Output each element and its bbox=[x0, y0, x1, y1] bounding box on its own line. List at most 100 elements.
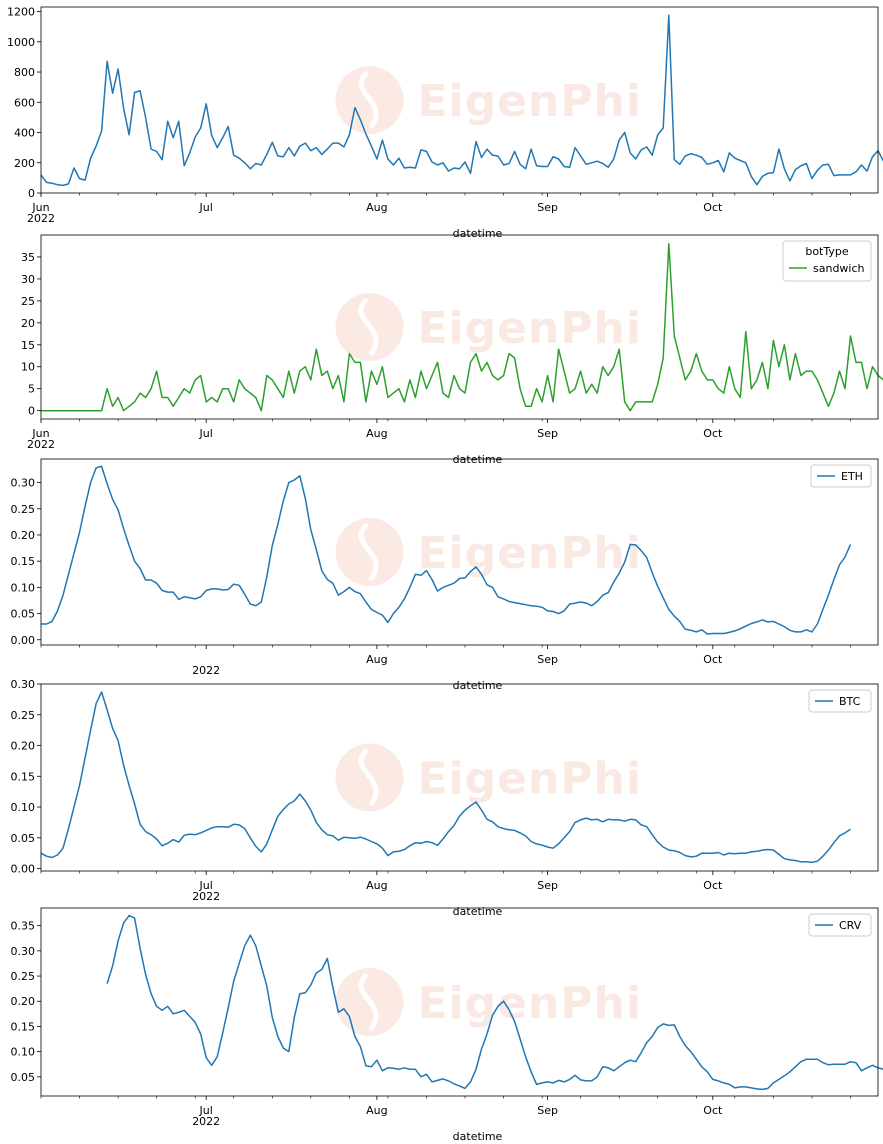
plot-frame bbox=[40, 6, 879, 194]
x-axis-minor-ticks bbox=[40, 871, 851, 874]
series-line-btc bbox=[40, 691, 851, 864]
chart-panel-3: EigenPhi 0.00 0.05 0.10 0.15 0.20 0.25 0.30 2022… bbox=[11, 458, 879, 692]
watermark-text: EigenPhi bbox=[418, 528, 642, 579]
y-tick-label: 200 bbox=[14, 157, 35, 170]
watermark-text: EigenPhi bbox=[418, 978, 642, 1029]
watermark-swirl bbox=[358, 973, 379, 1031]
x-tick-label: Aug bbox=[366, 1104, 387, 1117]
y-tick-label: 0.10 bbox=[11, 1046, 36, 1059]
watermark-logo: EigenPhi bbox=[335, 743, 642, 812]
watermark-text: EigenPhi bbox=[418, 303, 642, 354]
x-tick-label: Aug bbox=[366, 653, 387, 666]
y-tick-label: 10 bbox=[21, 361, 35, 374]
legend-label: ETH bbox=[841, 470, 863, 483]
x-tick-label: Jul bbox=[199, 201, 213, 214]
legend-label: BTC bbox=[839, 695, 861, 708]
y-tick-label: 1000 bbox=[7, 36, 35, 49]
x-tick-label: Jul bbox=[199, 427, 213, 440]
y-tick-label: 15 bbox=[21, 339, 35, 352]
x-axis-minor-ticks bbox=[40, 419, 851, 422]
series-line-total bbox=[40, 14, 883, 187]
watermark-swirl bbox=[358, 523, 379, 581]
y-tick-label: 0.05 bbox=[11, 608, 36, 621]
x-tick-label: Oct bbox=[703, 879, 723, 892]
y-tick-label: 0.20 bbox=[11, 995, 36, 1008]
y-tick-label: 20 bbox=[21, 317, 35, 330]
y-tick-label: 600 bbox=[14, 96, 35, 109]
y-tick-label: 0.15 bbox=[11, 770, 36, 783]
watermark-swirl bbox=[358, 71, 379, 129]
x-tick-sublabel: 2022 bbox=[27, 212, 55, 225]
x-tick-label: Jul bbox=[199, 879, 213, 892]
legend: botType sandwich bbox=[782, 240, 872, 282]
x-axis-ticks: 2022 Aug Sep Oct bbox=[192, 645, 723, 677]
x-tick-label: Jun bbox=[31, 427, 49, 440]
y-axis-ticks: 0.00 0.05 0.10 0.15 0.20 0.25 0.30 bbox=[11, 477, 41, 647]
y-axis-ticks: 0 200 400 600 800 1000 1200 bbox=[7, 6, 41, 200]
x-axis-minor-ticks bbox=[40, 1096, 851, 1099]
y-tick-label: 0 bbox=[28, 187, 35, 200]
series-lines bbox=[41, 465, 852, 635]
y-tick-label: 30 bbox=[21, 273, 35, 286]
legend: CRV bbox=[808, 913, 872, 937]
series-lines bbox=[41, 243, 883, 412]
legend-label: CRV bbox=[839, 919, 862, 932]
watermark-text: EigenPhi bbox=[418, 754, 642, 805]
x-tick-sublabel: 2022 bbox=[27, 438, 55, 451]
x-tick-label: Aug bbox=[366, 201, 387, 214]
legend: ETH bbox=[810, 464, 872, 488]
y-tick-label: 0.30 bbox=[11, 945, 36, 958]
watermark-logo: EigenPhi bbox=[335, 66, 642, 134]
x-axis-label: datetime bbox=[453, 453, 503, 466]
y-tick-label: 0.20 bbox=[11, 740, 36, 753]
x-axis-label: datetime bbox=[453, 227, 503, 240]
legend-label: sandwich bbox=[813, 262, 865, 275]
y-axis-ticks: 0 5 10 15 20 25 30 35 bbox=[21, 251, 41, 418]
y-tick-label: 0.05 bbox=[11, 1071, 36, 1084]
watermark-swirl bbox=[358, 298, 379, 356]
x-tick-label: Aug bbox=[366, 879, 387, 892]
x-tick-label: Oct bbox=[703, 653, 723, 666]
series-lines bbox=[106, 914, 883, 1091]
y-tick-label: 1200 bbox=[7, 6, 35, 19]
y-tick-label: 0.25 bbox=[11, 503, 36, 516]
x-tick-label: Sep bbox=[537, 427, 558, 440]
x-tick-sublabel: 2022 bbox=[192, 664, 220, 677]
chart-panel-4: EigenPhi 0.00 0.05 0.10 0.15 0.20 0.25 0.30 Jul2… bbox=[11, 678, 879, 918]
x-tick-label: Sep bbox=[537, 879, 558, 892]
watermark-logo: EigenPhi bbox=[335, 293, 642, 361]
x-tick-label: Jun bbox=[31, 201, 49, 214]
y-axis-ticks: 0.05 0.10 0.15 0.20 0.25 0.30 0.35 bbox=[11, 920, 41, 1084]
series-line-sandwich bbox=[41, 243, 883, 412]
x-axis-minor-ticks bbox=[40, 193, 851, 196]
watermark-text: EigenPhi bbox=[418, 76, 642, 127]
legend-box bbox=[782, 240, 872, 282]
y-tick-label: 0.20 bbox=[11, 529, 36, 542]
x-axis-minor-ticks bbox=[40, 645, 851, 648]
x-tick-label: Aug bbox=[366, 427, 387, 440]
series-lines bbox=[40, 691, 851, 864]
x-axis-label: datetime bbox=[453, 905, 503, 918]
x-tick-label: Sep bbox=[537, 1104, 558, 1117]
y-tick-label: 0.10 bbox=[11, 581, 36, 594]
y-tick-label: 0.30 bbox=[11, 477, 36, 490]
x-tick-label: Oct bbox=[703, 427, 723, 440]
legend-box bbox=[810, 464, 872, 488]
series-line-eth bbox=[41, 465, 852, 635]
x-tick-label: Oct bbox=[703, 1104, 723, 1117]
legend: BTC bbox=[808, 689, 872, 713]
y-tick-label: 0.30 bbox=[11, 678, 36, 691]
y-tick-label: 0.35 bbox=[11, 920, 36, 933]
watermark-logo: EigenPhi bbox=[335, 518, 642, 586]
series-lines bbox=[40, 14, 883, 187]
y-tick-label: 0.15 bbox=[11, 555, 36, 568]
chart-panel-5: EigenPhi 0.05 0.10 0.15 0.20 0.25 0.30 0.35 Jul2… bbox=[11, 907, 883, 1143]
plot-frame bbox=[40, 458, 879, 646]
y-tick-label: 400 bbox=[14, 127, 35, 140]
y-tick-label: 0.00 bbox=[11, 863, 36, 876]
